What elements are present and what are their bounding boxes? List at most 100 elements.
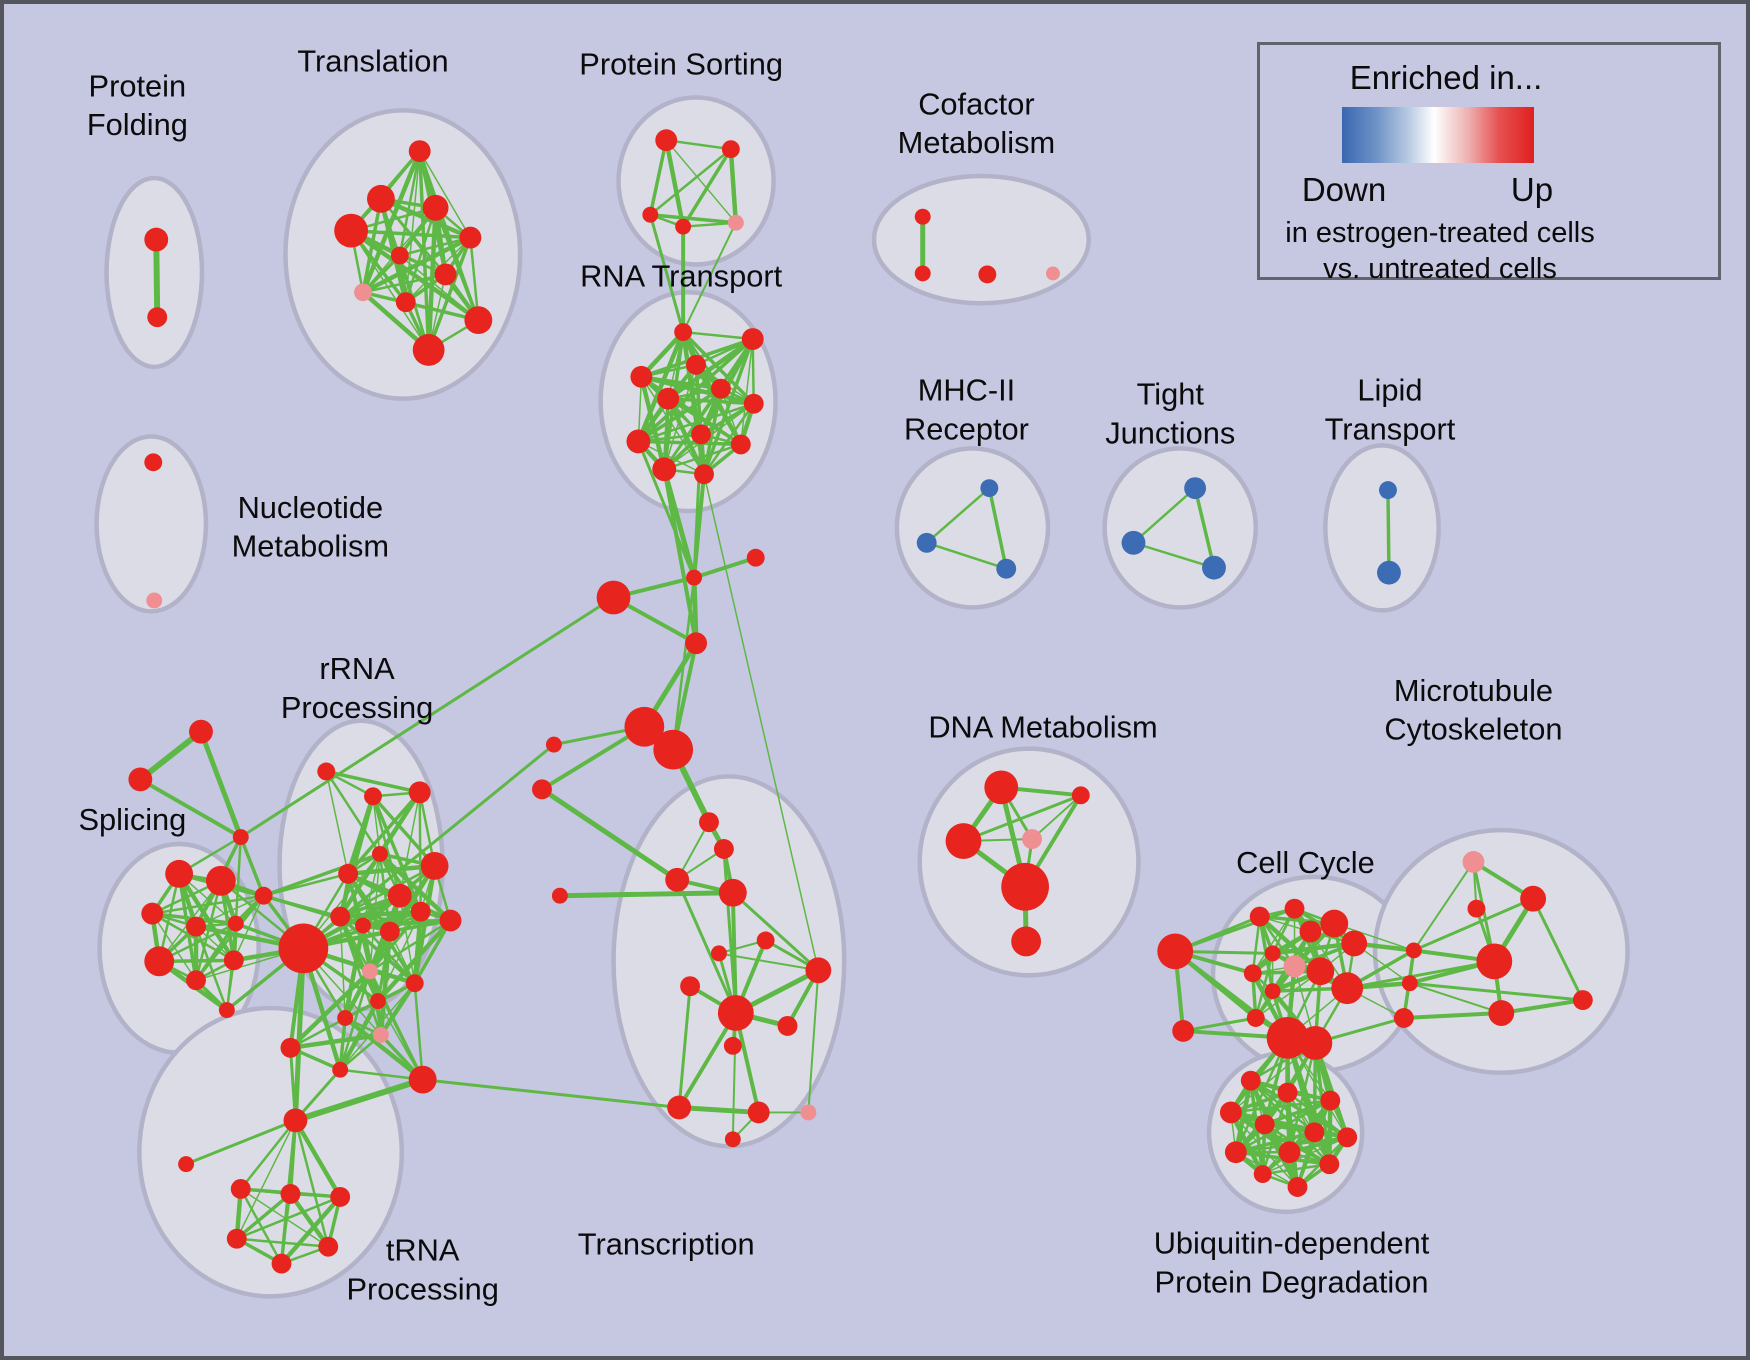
gene-set-node — [1184, 477, 1207, 500]
gene-set-node — [280, 1037, 301, 1058]
cluster-label-lipid-transport: Lipid Transport — [1325, 373, 1456, 447]
gene-set-node — [367, 184, 395, 213]
gene-set-node — [338, 863, 359, 884]
cluster-ellipse-transcription — [611, 774, 847, 1149]
gene-set-node — [1306, 957, 1335, 986]
cluster-ellipse-lipid-transport — [1323, 443, 1441, 613]
gene-set-node — [1283, 955, 1306, 978]
gene-set-node — [743, 393, 764, 414]
edge — [1409, 981, 1583, 1002]
gene-set-node — [532, 779, 552, 800]
gene-set-node — [1264, 983, 1281, 1000]
edge — [1230, 1110, 1331, 1166]
edge — [664, 139, 686, 228]
edge — [640, 376, 705, 475]
gene-set-node — [1488, 1000, 1515, 1026]
gene-set-node — [230, 1179, 251, 1199]
legend-box: Enriched in... Down Up in estrogen-treat… — [1257, 42, 1721, 285]
gene-set-node — [1299, 920, 1322, 943]
gene-set-node — [1337, 1127, 1358, 1148]
cluster-label-protein-folding: Protein Folding — [87, 68, 188, 142]
gene-set-node — [280, 1184, 301, 1204]
cluster-ellipse-nucleotide-metabolism — [94, 434, 209, 614]
edge — [422, 1078, 680, 1109]
edge — [236, 1120, 297, 1240]
edge — [648, 214, 685, 333]
gene-set-node — [1319, 1154, 1340, 1175]
edge — [683, 221, 736, 228]
gene-set-node — [741, 328, 764, 350]
edge — [369, 919, 452, 973]
gene-set-node — [283, 1108, 308, 1133]
gene-set-node — [318, 1236, 339, 1257]
cluster-label-nucleotide-metabolism: Nucleotide Metabolism — [232, 490, 389, 564]
cluster-label-ubiquitin-degradation: Ubiquitin-dependent Protein Degradation — [1154, 1226, 1430, 1300]
edge — [718, 952, 819, 972]
cluster-label-translation: Translation — [297, 44, 448, 79]
gene-set-node — [1331, 972, 1364, 1005]
gene-set-node — [596, 580, 631, 615]
edge — [691, 577, 699, 644]
edge — [426, 207, 438, 351]
edge — [294, 1120, 330, 1247]
gene-set-node — [699, 812, 719, 833]
edge — [239, 836, 266, 897]
edge — [1531, 898, 1585, 1001]
gene-set-node — [730, 434, 751, 455]
edge — [339, 864, 436, 918]
edge — [372, 796, 381, 855]
gene-set-node — [1405, 942, 1422, 959]
gene-set-node — [756, 931, 775, 950]
cluster-label-trna-processing: tRNA Processing — [346, 1233, 498, 1307]
edge — [362, 235, 472, 295]
edge — [1412, 861, 1475, 951]
edge — [925, 487, 991, 544]
gene-set-node — [369, 993, 386, 1010]
gene-set-node — [652, 457, 677, 482]
gene-set-node — [686, 569, 703, 586]
gene-set-node — [1243, 964, 1262, 983]
gene-set-node — [205, 865, 236, 896]
legend-subtitle-line1: in estrogen-treated cells — [1285, 217, 1595, 249]
edge — [239, 1119, 297, 1190]
gene-set-node — [1045, 266, 1060, 281]
edge — [240, 1188, 329, 1248]
edge — [234, 836, 242, 924]
gene-set-node — [1121, 530, 1146, 555]
edge — [325, 771, 349, 875]
edge — [962, 793, 1082, 843]
gene-set-node — [713, 839, 734, 859]
gene-set-node — [777, 1016, 798, 1036]
gene-set-node — [186, 970, 206, 991]
edge — [1413, 897, 1534, 952]
edge — [677, 1012, 738, 1109]
gene-set-node — [1467, 899, 1486, 918]
gene-set-node — [1379, 481, 1397, 500]
gene-set-node — [330, 1187, 351, 1207]
gene-set-node — [226, 1228, 247, 1249]
gene-set-node — [1377, 560, 1401, 585]
gene-set-node — [362, 963, 378, 980]
gene-set-node — [459, 226, 482, 249]
gene-set-node — [710, 378, 731, 399]
gene-set-node — [545, 736, 562, 753]
gene-set-node — [395, 292, 416, 313]
edge — [540, 787, 679, 882]
cluster-label-microtubule-cytoskeleton: Microtubule Cytoskeleton — [1384, 673, 1562, 747]
cluster-ellipse-mhc-ii-receptor — [894, 446, 1051, 610]
edge — [290, 1017, 346, 1049]
edge — [731, 1013, 737, 1140]
cluster-label-mhc-ii-receptor: MHC-II Receptor — [904, 373, 1029, 447]
edge — [1031, 794, 1082, 840]
gene-set-node — [710, 945, 727, 962]
gene-set-node — [278, 923, 329, 974]
edge — [671, 577, 696, 750]
edge — [198, 730, 244, 838]
edge — [377, 911, 422, 1002]
edge — [637, 440, 696, 579]
gene-set-node — [1224, 1141, 1247, 1164]
cluster-ellipse-cofactor-metabolism — [871, 173, 1091, 306]
cluster-ellipse-protein-sorting — [616, 95, 776, 267]
gene-set-node — [1520, 885, 1547, 912]
edge — [1288, 1042, 1317, 1153]
